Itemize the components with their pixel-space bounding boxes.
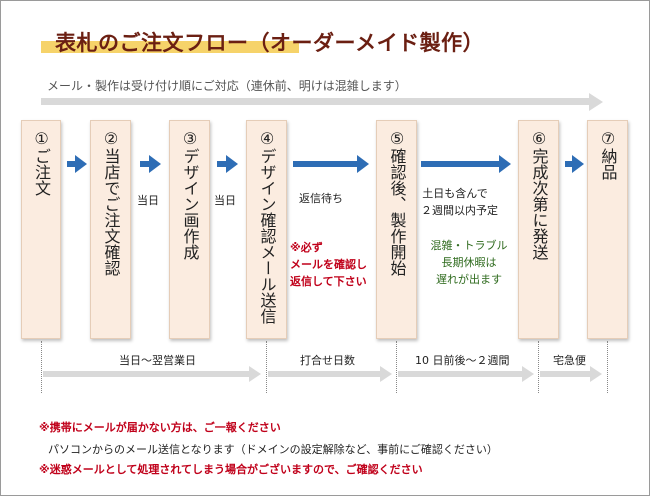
note-spam-check: ※迷惑メールとして処理されてしまう場合がございますので、ご確認ください [39,463,423,476]
step-3-box: ③デザイン画作成 [169,120,210,339]
timeline-divider-4 [538,341,539,393]
title-highlight [41,41,299,53]
production-period: 土日も含んで ２週間以内予定 [421,185,498,219]
delay-note-line-1: 混雑・トラブル [430,239,508,252]
top-arrow-head [589,93,603,111]
step-3-label: ③デザイン画作成 [180,129,200,260]
step-5-label: ⑤確認後、製作開始 [387,129,407,276]
timeline-divider-1 [41,341,42,393]
top-note: メール・製作は受け付け順にご対応（連休前、明けは混雑します） [47,79,407,93]
step-6-box: ⑥完成次第に発送 [518,120,559,339]
label-waiting-reply: 返信待ち [299,192,343,205]
timeline-label-2: 打合せ日数 [300,354,355,367]
step-1-box: ①ご注文 [21,120,61,339]
label-same-day-2: 当日 [214,194,236,207]
step-7-label: ⑦納品 [598,129,618,180]
timeline-divider-3 [396,341,397,393]
label-same-day-1: 当日 [137,194,159,207]
step-2-box: ②当店でご注文確認 [90,120,131,339]
timeline-label-1: 当日～翌営業日 [119,354,196,367]
step-6-label: ⑥完成次第に発送 [529,129,549,260]
reply-warning-line-2: メールを確認し [290,258,367,271]
note-pc-email: パソコンからのメール送信となります（ドメインの設定解除など、事前にご確認ください… [48,443,498,456]
reply-warning-line-3: 返信して下さい [290,275,367,288]
note-mobile-email: ※携帯にメールが届かない方は、ご一報ください [39,421,281,434]
delay-note: 混雑・トラブル 長期休暇は 遅れが出ます [424,237,514,288]
timeline-divider-5 [607,341,608,393]
step-5-box: ⑤確認後、製作開始 [376,120,417,339]
step-7-box: ⑦納品 [587,120,628,339]
top-arrow-shaft [41,98,591,105]
step-1-label: ①ご注文 [32,129,51,196]
timeline-label-4: 宅急便 [553,354,586,367]
delay-note-line-2: 長期休暇は [441,256,497,269]
step-4-label: ④デザイン確認メール送信 [257,129,277,324]
reply-warning: ※必ず メールを確認し 返信して下さい [290,239,367,290]
step-2-label: ②当店でご注文確認 [101,129,121,276]
timeline-label-3: 10 日前後～２週間 [415,354,510,367]
production-period-line-2: ２週間以内予定 [421,204,498,217]
delay-note-line-3: 遅れが出ます [436,273,502,286]
production-period-line-1: 土日も含んで [422,187,488,200]
reply-warning-line-1: ※必ず [290,241,323,254]
step-4-box: ④デザイン確認メール送信 [246,120,287,339]
page-title: 表札のご注文フロー（オーダーメイド製作） [55,31,485,55]
timeline-divider-2 [266,341,267,393]
